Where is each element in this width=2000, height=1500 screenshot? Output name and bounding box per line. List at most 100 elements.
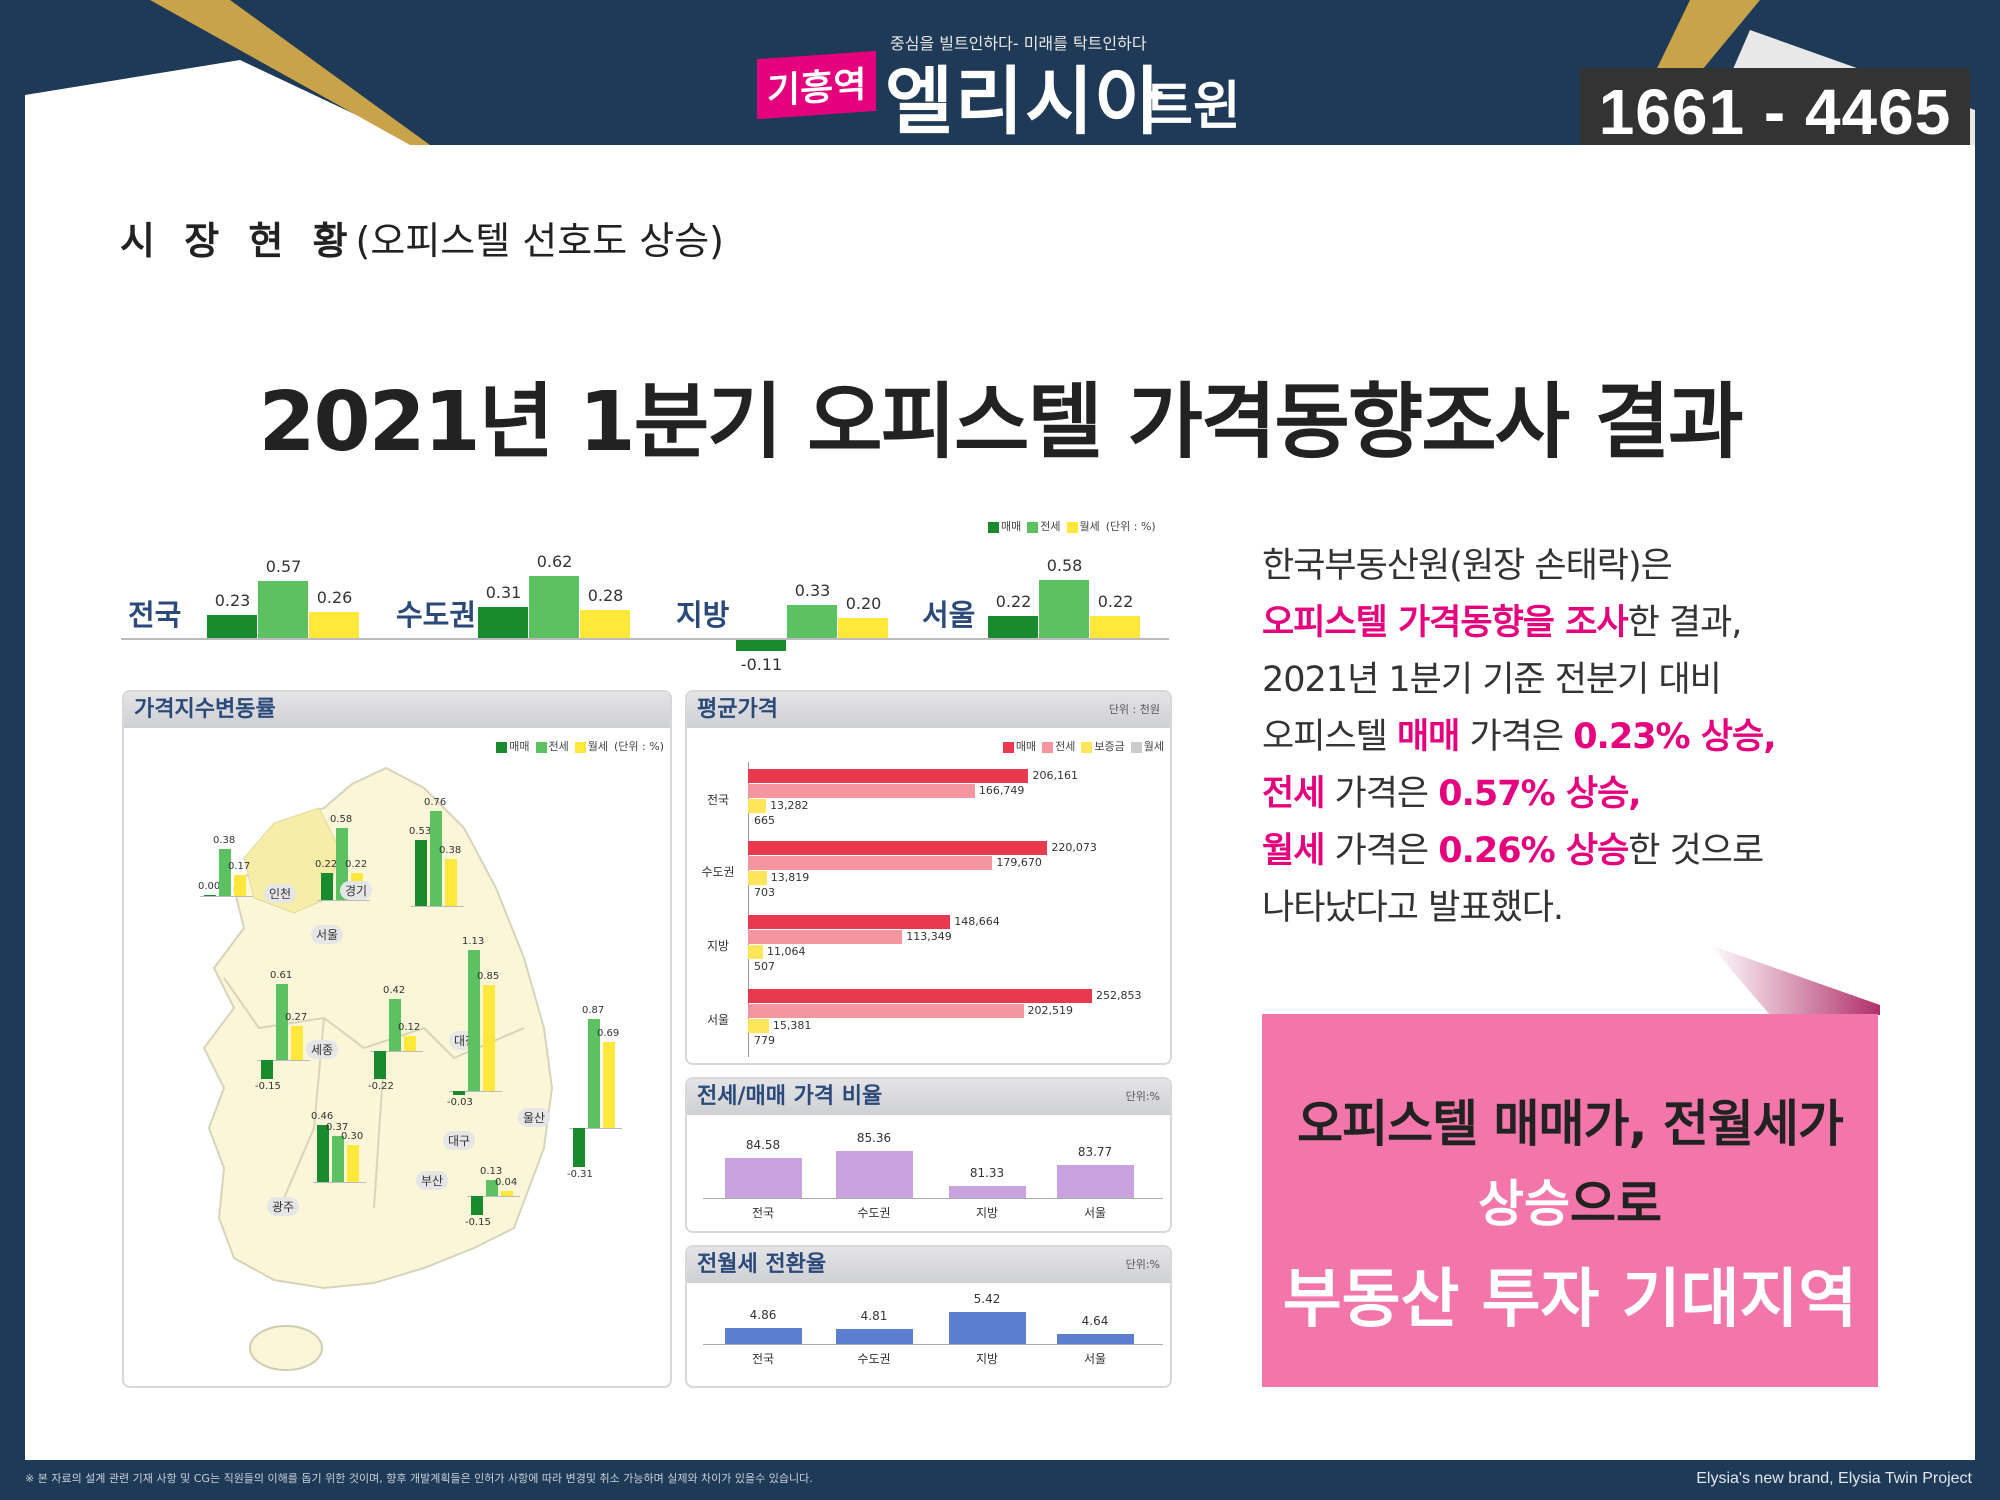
page-title: 2021년 1분기 오피스텔 가격동향조사 결과 (258, 375, 1743, 470)
ratio-panel-header: 전세/매매 가격 비율 단위:% (687, 1079, 1170, 1115)
data-label: 0.53 (409, 825, 432, 837)
data-label: 148,664 (954, 915, 1000, 928)
data-label: -0.22 (368, 1080, 394, 1092)
text-line: 오피스텔 매매 가격은 0.23% 상승, (1262, 709, 1777, 766)
text: 가격은 (1459, 717, 1574, 757)
data-label: 15,381 (772, 1019, 812, 1032)
chart-legend: 매매 전세 월세 (단위 : %) (496, 738, 664, 754)
map-bar-매매 (204, 895, 216, 896)
text-line: 월세 가격은 0.26% 상승한 것으로 (1262, 823, 1776, 880)
legend-label: 월세 (587, 740, 609, 753)
category-label: 전국 (706, 793, 730, 807)
phone-number[interactable]: 1661 - 4465 (1580, 68, 1970, 156)
data-label: -0.15 (465, 1216, 491, 1228)
logo-sub-name: 트윈 (1145, 77, 1241, 137)
legend-item: 전세 (535, 738, 569, 754)
data-label: 4.64 (1081, 1314, 1109, 1329)
panel-title: 전월세 전환율 (697, 1252, 827, 1277)
jeonse-sale-ratio-panel: 전세/매매 가격 비율 단위:% 84.58 전국 85.36 수도권 81.33 지방 83… (685, 1077, 1172, 1233)
data-label: 0.38 (213, 834, 236, 846)
map-bar-매매 (317, 1124, 329, 1182)
data-label: 0.42 (383, 984, 406, 996)
legend-item: 전세 (1042, 738, 1075, 754)
avg-bar-전세 (748, 784, 975, 798)
text: 가격은 (1324, 831, 1439, 871)
map-bar-월세 (234, 874, 246, 896)
category-label: 지방 (975, 1206, 999, 1220)
legend-item: 월세 (574, 738, 609, 754)
map-bar-전세 (389, 998, 401, 1051)
data-label: 0.17 (228, 860, 251, 872)
legend-label: 매매 (1015, 740, 1037, 753)
section-title: 시 장 현 황(오피스텔 선호도 상승) (120, 210, 724, 265)
footer-brand: Elysia's new brand, Elysia Twin Project (1696, 1470, 1972, 1487)
region-name: 광주 (267, 1197, 300, 1216)
ratio-bar (948, 1186, 1026, 1198)
avg-bar-보증금 (748, 945, 764, 959)
data-label: 0.69 (597, 1027, 620, 1039)
highlight: 월세 (1262, 831, 1325, 871)
pink-ribbon-decoration (1710, 945, 1880, 1015)
text-line: 나타났다고 발표했다. (1262, 888, 1564, 928)
data-label: 0.22 (345, 858, 368, 870)
map-bar-월세 (291, 1026, 303, 1060)
region-baseline (449, 1091, 502, 1092)
highlight: 매매 (1396, 717, 1460, 757)
data-label: 83.77 (1077, 1145, 1113, 1160)
callout-line-2: 상승으로 (1262, 1164, 1878, 1236)
avg-bar-전세 (748, 930, 903, 944)
data-label: 0.04 (495, 1177, 518, 1188)
category-label: 전국 (751, 1352, 775, 1366)
map-bar-매매 (261, 1060, 273, 1079)
conversion-bar (948, 1311, 1026, 1344)
region-baseline (317, 900, 370, 901)
data-label: -0.15 (255, 1080, 281, 1092)
text: 한 결과, (1627, 603, 1743, 643)
chart-legend: 매매 전세 보증금 월세 (1002, 738, 1164, 754)
data-label: 665 (754, 814, 775, 827)
legend-item: 월세 (1130, 738, 1164, 754)
region-name: 서울 (311, 925, 344, 944)
map-bar-전세 (588, 1019, 600, 1128)
category-label: 지방 (975, 1352, 999, 1366)
map-bar-월세 (501, 1191, 513, 1196)
conversion-bar (835, 1329, 913, 1344)
data-label: 206,161 (1032, 769, 1078, 782)
data-label: 202,519 (1027, 1004, 1074, 1017)
footer-disclaimer: ※ 본 자료의 설계 관련 기재 사항 및 CG는 직원들의 이해를 돕기 위한… (25, 1472, 813, 1485)
panel-title: 평균가격 (697, 697, 778, 722)
ratio-bar (835, 1151, 913, 1198)
avg-bar-매매 (748, 769, 1029, 783)
highlight: 전세 (1262, 774, 1325, 814)
map-bar-매매 (415, 839, 427, 906)
data-label: 179,670 (996, 856, 1042, 869)
legend-swatch (1081, 741, 1093, 753)
avg-bar-매매 (748, 989, 1092, 1003)
summary-text: 한국부동산원(원장 손태락)은 오피스텔 가격동향을 조사한 결과, 2021년… (1262, 538, 1777, 937)
region-name: 부산 (416, 1171, 449, 1190)
map-bar-매매 (321, 872, 333, 900)
text-line: 전세 가격은 0.57% 상승, (1262, 766, 1776, 823)
legend-swatch (496, 741, 508, 753)
logo-station-tag: 기흥역 (757, 50, 877, 120)
data-label: 113,349 (906, 930, 952, 943)
region-name: 울산 (518, 1108, 551, 1127)
category-label: 수도권 (857, 1206, 891, 1220)
legend-swatch (1002, 741, 1014, 753)
highlight-callout-box: 오피스텔 매매가, 전월세가 상승으로 부동산 투자 기대지역 (1262, 1014, 1878, 1387)
price-index-panel: 가격지수변동률 매매 전세 월세 (단위 : %) 0.00 0.38 0.17 인천 0.22… (122, 690, 672, 1388)
section-title-bold: 시 장 현 황 (120, 219, 356, 263)
map-bar-매매 (471, 1196, 483, 1215)
highlight: 0.26% 상승 (1438, 831, 1629, 871)
data-label: 0.58 (330, 813, 353, 825)
data-label: 779 (754, 1034, 775, 1047)
data-label: 4.86 (749, 1307, 777, 1322)
map-bar-월세 (347, 1144, 359, 1182)
conversion-rate-panel: 전월세 전환율 단위:% 4.86 전국 4.81 수도권 5.42 지방 4.64 서울 (685, 1245, 1172, 1388)
region-baseline (370, 1051, 423, 1052)
callout-line-1: 오피스텔 매매가, 전월세가 (1297, 1095, 1844, 1153)
data-label: 0.22 (315, 858, 338, 870)
map-bar-월세 (404, 1036, 416, 1051)
legend-label: 보증금 (1094, 740, 1125, 753)
legend-label: 전세 (548, 740, 569, 753)
